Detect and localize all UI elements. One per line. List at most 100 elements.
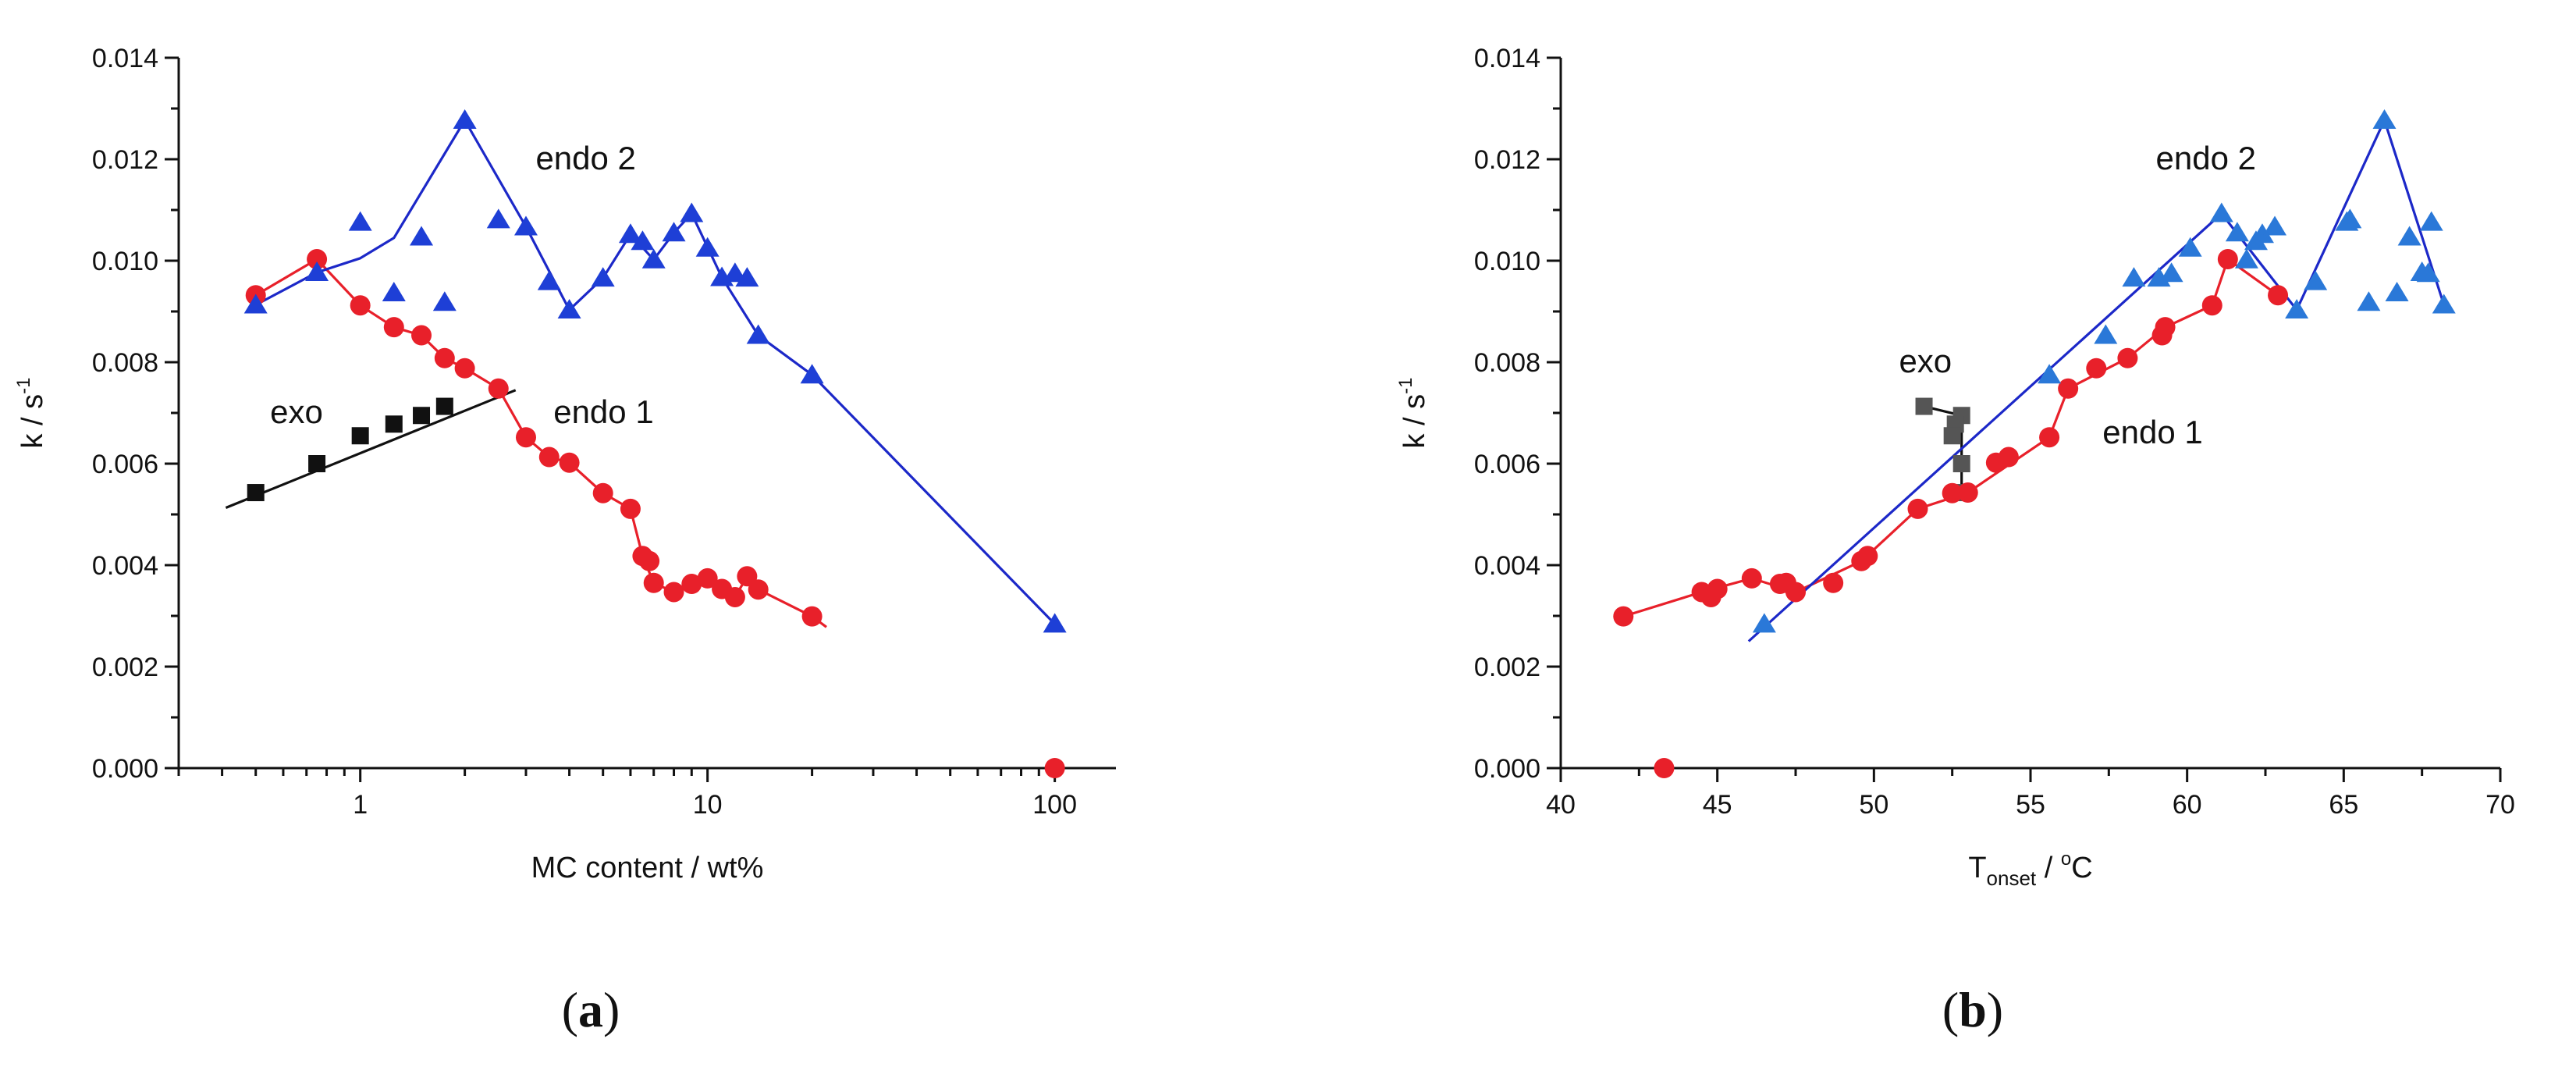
- y-tick-label: 0.000: [92, 754, 158, 784]
- y-axis-label: k / s-1: [1395, 377, 1431, 448]
- data-point-endo-2: [641, 248, 666, 269]
- data-point-endo-2: [2419, 211, 2443, 231]
- data-point-endo-1: [1998, 446, 2019, 468]
- x-axis-label-main: T: [1968, 852, 1986, 884]
- data-point-endo-2: [2357, 291, 2381, 311]
- y-tick-label: 0.002: [92, 653, 158, 682]
- data-point-endo-1: [681, 574, 702, 595]
- x-tick-label: 70: [2485, 790, 2515, 820]
- y-tick-label: 0.012: [92, 145, 158, 175]
- x-tick-label: 1: [353, 790, 368, 820]
- caption-b-close: ): [1987, 982, 2003, 1037]
- data-point-endo-1: [2155, 317, 2176, 338]
- chart-panel-b: 0.000 0.002 0.004 0.006 0.008 0.010 0.012 0.014…: [1395, 44, 2515, 890]
- data-point-endo-2: [382, 281, 406, 301]
- data-point-endo-1: [488, 378, 509, 399]
- annotation-endo-1: endo 1: [2102, 414, 2202, 450]
- x-tick-label: 50: [1859, 790, 1888, 820]
- data-point-endo-1: [1957, 482, 1978, 503]
- data-point-endo-2: [2385, 281, 2409, 301]
- data-point-endo-2: [591, 267, 615, 287]
- data-point-endo-1: [592, 482, 613, 503]
- x-tick-label: 100: [1032, 790, 1077, 820]
- x-axis-label: Tonset / oC: [1968, 849, 2092, 890]
- caption-b-open: (: [1942, 982, 1959, 1037]
- data-point-endo-1: [1907, 498, 1928, 519]
- data-point-endo-1: [620, 498, 641, 519]
- data-point-exo: [413, 407, 431, 425]
- data-point-endo-2: [2159, 262, 2183, 283]
- data-point-endo-1: [1044, 758, 1065, 778]
- data-point-endo-2: [2432, 294, 2456, 314]
- annotation-exo: exo: [270, 393, 323, 430]
- y-tick-label: 0.004: [92, 551, 158, 581]
- y-tick-label: 0.008: [92, 348, 158, 378]
- x-axis-label: MC content / wt%: [531, 852, 764, 884]
- data-point-endo-1: [643, 572, 664, 593]
- caption-a-close: ): [603, 982, 620, 1037]
- data-point-endo-2: [2416, 262, 2440, 283]
- data-point-endo-2: [2038, 364, 2062, 384]
- data-point-endo-1: [1707, 578, 1728, 599]
- data-point-endo-2: [537, 270, 561, 290]
- data-point-endo-2: [453, 109, 477, 129]
- chart-panel-a: 0.000 0.002 0.004 0.006 0.008 0.010 0.012 0.014…: [13, 44, 1116, 884]
- data-point-endo-2: [2122, 267, 2146, 287]
- data-point-endo-1: [538, 446, 560, 468]
- data-point-endo-2: [662, 222, 686, 242]
- annotation-endo-2: endo 2: [2156, 140, 2256, 176]
- data-point-endo-2: [305, 261, 329, 281]
- data-point-endo-1: [559, 452, 580, 473]
- data-point-endo-1: [411, 325, 432, 346]
- data-point-endo-2: [1752, 613, 1776, 633]
- data-point-endo-2: [513, 215, 538, 236]
- series-line-exo: [225, 389, 517, 509]
- data-point-endo-2: [2263, 215, 2287, 236]
- data-point-endo-2: [2304, 270, 2328, 290]
- y-tick-label: 0.006: [92, 450, 158, 479]
- data-point-endo-2: [2372, 109, 2397, 129]
- y-tick-label: 0.000: [1474, 754, 1540, 784]
- data-point-exo: [351, 427, 369, 445]
- y-axis-label: k / s-1: [13, 377, 49, 448]
- data-point-endo-2: [432, 291, 457, 311]
- data-point-endo-2: [557, 299, 581, 319]
- data-point-endo-2: [800, 364, 824, 384]
- x-axis-label-rest: /: [2036, 852, 2061, 884]
- x-tick-label: 45: [1703, 790, 1732, 820]
- data-point-endo-1: [454, 358, 475, 379]
- data-point-endo-1: [697, 567, 718, 589]
- data-point-endo-2: [2178, 237, 2202, 257]
- data-point-endo-1: [383, 317, 404, 338]
- data-point-endo-1: [737, 566, 758, 587]
- y-tick-label: 0.010: [92, 247, 158, 276]
- data-point-endo-2: [2338, 208, 2362, 229]
- y-tick-label: 0.008: [1474, 348, 1540, 378]
- data-point-exo: [385, 415, 403, 433]
- annotation-exo: exo: [1899, 343, 1952, 379]
- data-point-endo-1: [639, 550, 660, 571]
- data-point-exo: [435, 397, 453, 415]
- data-point-endo-2: [410, 226, 434, 246]
- data-point-endo-1: [1823, 572, 1844, 593]
- data-point-endo-2: [723, 262, 747, 283]
- data-point-endo-1: [2058, 378, 2079, 399]
- x-tick-label: 65: [2329, 790, 2358, 820]
- data-point-endo-1: [2086, 358, 2107, 379]
- y-tick-label: 0.002: [1474, 653, 1540, 682]
- y-axis-label-sup: -1: [13, 377, 34, 393]
- y-tick-label: 0.004: [1474, 551, 1540, 581]
- y-axis-label-main: k / s: [1398, 394, 1431, 449]
- data-point-endo-2: [2397, 226, 2421, 246]
- data-point-endo-2: [348, 211, 372, 231]
- annotation-endo-2: endo 2: [535, 140, 635, 176]
- caption-b-letter: b: [1959, 982, 1987, 1037]
- x-tick-label: 10: [693, 790, 723, 820]
- data-point-endo-2: [746, 324, 770, 344]
- data-point-endo-2: [486, 208, 510, 229]
- y-tick-label: 0.014: [1474, 44, 1540, 73]
- x-axis-label-sub: onset: [1987, 866, 2037, 890]
- x-axis-label-unit: C: [2071, 852, 2092, 884]
- data-point-endo-1: [2117, 347, 2138, 368]
